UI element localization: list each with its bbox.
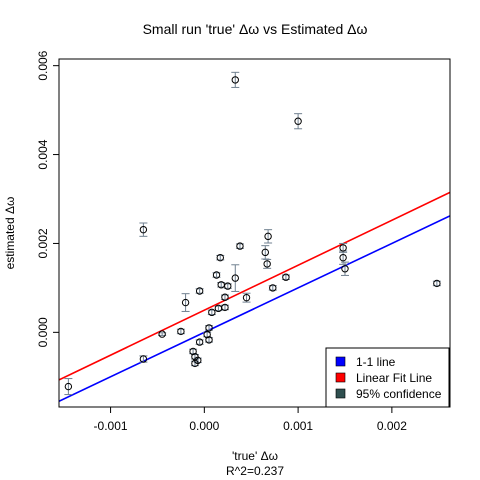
error-bar [231,264,240,292]
data-point [203,330,211,339]
data-point [195,287,204,295]
legend: 1-1 line Linear Fit Line 95% confidence [325,347,450,408]
error-bar [294,113,303,130]
x-tick-label: 0.000 [189,419,219,433]
y-tick-label: 0.002 [36,228,50,258]
error-bar [181,293,190,312]
data-point [195,338,204,346]
x-axis: -0.001 0.000 0.001 0.002 [94,407,407,433]
data-point [208,308,216,317]
error-bar [231,71,240,88]
data-point [269,284,277,292]
x-axis-label: 'true' Δω [232,449,278,463]
x-tick-label: 0.001 [283,419,313,433]
x-tick-label: -0.001 [94,419,128,433]
data-point [205,336,213,344]
data-point [282,273,290,281]
data-point [189,347,197,356]
linear-fit-line [59,191,450,381]
data-point [341,265,349,273]
data-point [205,324,213,332]
data-point [261,248,269,257]
data-point [242,293,251,302]
y-tick-label: 0.000 [36,317,50,347]
data-point [294,117,302,125]
y-axis-label: estimated Δω [3,197,17,270]
data-point [221,293,229,301]
legend-label: 1-1 line [356,355,396,369]
x-tick-label: 0.002 [377,419,407,433]
data-point [194,356,202,365]
legend-swatch [335,356,346,367]
data-point [263,260,271,268]
data-point [231,76,239,84]
data-point [221,303,229,312]
data-point [212,271,221,279]
data-point [224,282,232,290]
data-point [231,274,239,282]
data-point [236,242,244,250]
chart-title: Small run 'true' Δω vs Estimated Δω [143,21,368,37]
legend-swatch [335,372,346,383]
data-point [139,225,148,234]
data-point [177,327,185,336]
chart-subtitle: R^2=0.237 [226,464,284,478]
data-point [433,279,441,288]
data-point [264,232,272,241]
error-bar [264,229,273,244]
y-axis: 0.000 0.002 0.004 0.006 [36,50,59,347]
error-bar [340,261,349,276]
y-tick-label: 0.004 [36,139,50,169]
data-point [339,244,347,252]
data-point [139,355,148,363]
data-point [181,298,190,307]
data-point [64,382,73,391]
y-tick-label: 0.006 [36,50,50,80]
data-point [158,330,166,338]
data-point [216,253,224,262]
legend-label: Linear Fit Line [356,371,432,385]
legend-label: 95% confidence [356,387,442,401]
legend-box [325,347,450,408]
data-point [339,253,347,262]
legend-swatch [335,388,346,399]
error-bar [139,222,148,237]
plot-frame [58,58,451,408]
error-bar [64,378,73,396]
one-to-one-line [59,215,450,402]
